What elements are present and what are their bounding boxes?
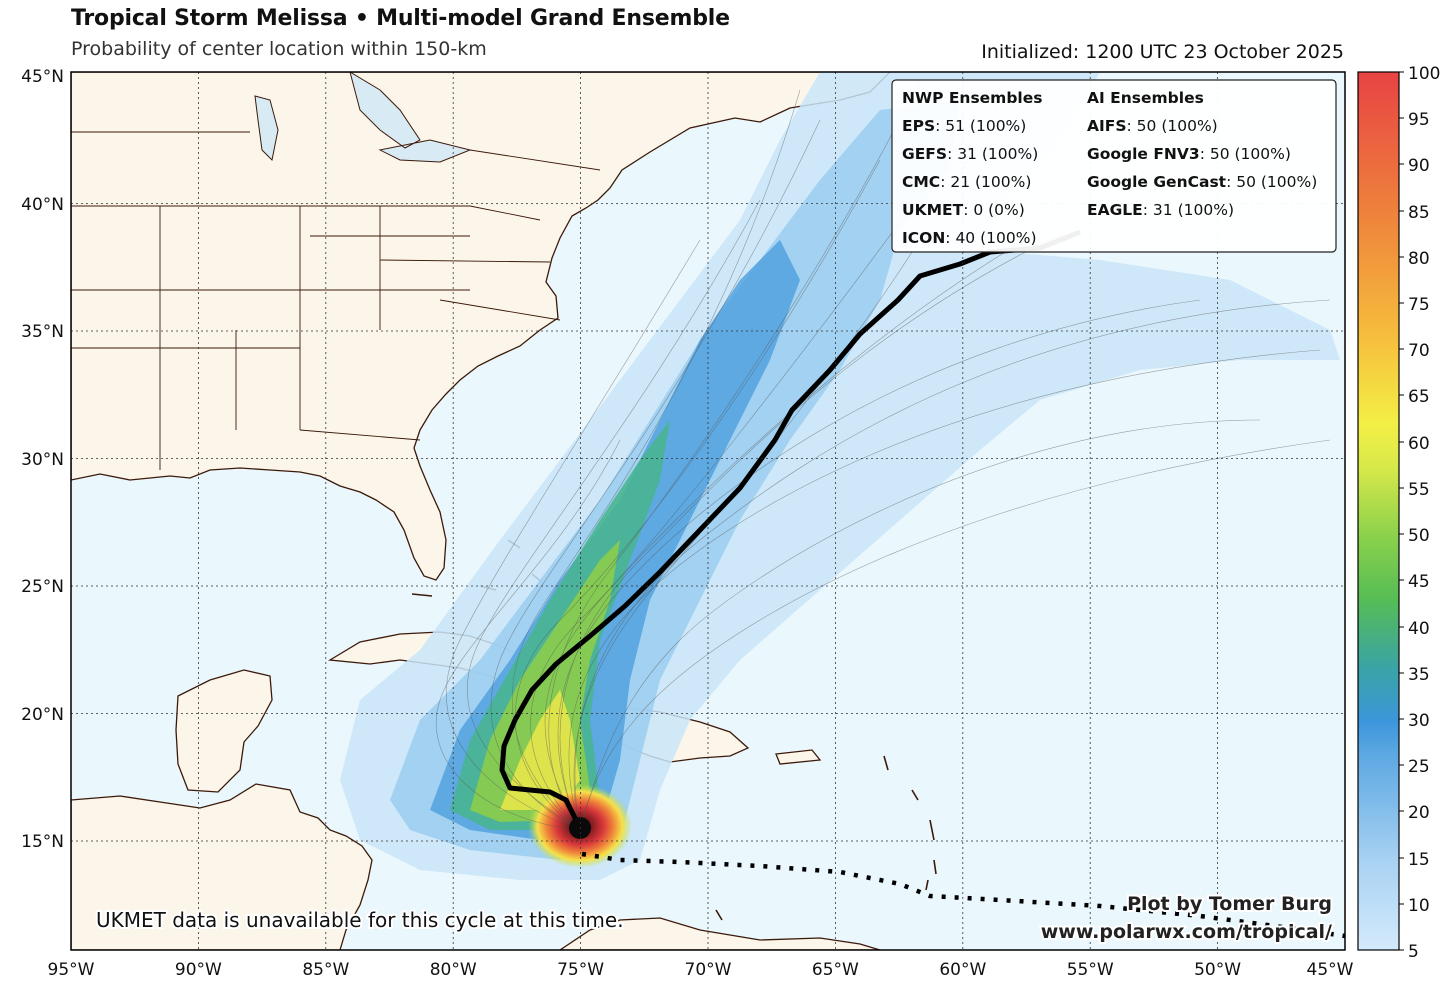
- colorbar-labels: 100 95 90 85 80 75 70 65 60 55 50 45 40 …: [1408, 64, 1440, 962]
- legend-ai-aifs: AIFS: 50 (100%): [1087, 117, 1218, 135]
- map-frame: [70, 71, 1346, 951]
- lat-label: 40°N: [21, 195, 64, 215]
- state-borders: [71, 131, 601, 470]
- land-north-america: [71, 72, 891, 581]
- colorbar-label: 90: [1408, 156, 1430, 176]
- lon-label: 45°W: [1307, 960, 1354, 980]
- colorbar-label: 20: [1408, 803, 1430, 823]
- colorbar-label: 15: [1408, 850, 1430, 870]
- colorbar-label: 45: [1408, 572, 1430, 592]
- legend-nwp-icon: ICON: 40 (100%): [902, 229, 1037, 247]
- colorbar-label: 25: [1408, 757, 1430, 777]
- great-lakes: [254, 72, 472, 163]
- legend-nwp-eps: EPS: 51 (100%): [902, 117, 1026, 135]
- lon-label: 80°W: [430, 960, 477, 980]
- lon-label: 60°W: [939, 960, 986, 980]
- colorbar-label: 30: [1408, 711, 1430, 731]
- colorbar-ticks: [1399, 71, 1404, 951]
- colorbar-label: 35: [1408, 665, 1430, 685]
- land-south-america: [558, 917, 881, 950]
- lon-label: 70°W: [685, 960, 732, 980]
- colorbar-label: 40: [1408, 619, 1430, 639]
- map-subtitle: Probability of center location within 15…: [71, 38, 487, 60]
- lat-label: 30°N: [21, 450, 64, 470]
- colorbar-label: 85: [1408, 203, 1430, 223]
- lon-label: 75°W: [557, 960, 604, 980]
- lon-label: 50°W: [1194, 960, 1241, 980]
- legend-ai-gencast: Google GenCast: 50 (100%): [1087, 173, 1317, 191]
- lat-label: 35°N: [21, 322, 64, 342]
- colorbar-label: 65: [1408, 387, 1430, 407]
- legend-nwp-title: NWP Ensembles: [902, 89, 1042, 107]
- colorbar-label: 75: [1408, 295, 1430, 315]
- colorbar-label: 10: [1408, 896, 1430, 916]
- latitude-labels: 45°N 40°N 35°N 30°N 25°N 20°N 15°N: [21, 67, 64, 852]
- ukmet-note: UKMET data is unavailable for this cycle…: [96, 908, 624, 932]
- legend-nwp-cmc: CMC: 21 (100%): [902, 173, 1031, 191]
- colorbar-label: 100: [1408, 64, 1440, 84]
- storm-center-marker: [569, 817, 591, 839]
- lon-label: 95°W: [48, 960, 95, 980]
- colorbar-label: 95: [1408, 110, 1430, 130]
- colorbar: [1357, 71, 1400, 951]
- land-yucatan: [175, 669, 273, 793]
- initialization-time: Initialized: 1200 UTC 23 October 2025: [981, 41, 1344, 63]
- mean-track: [499, 229, 1081, 830]
- credit-text: Plot by Tomer Burg: [1127, 893, 1332, 915]
- land-central-america: [71, 783, 373, 950]
- land-puerto-rico: [775, 749, 822, 765]
- lat-label: 15°N: [21, 832, 64, 852]
- colorbar-label: 80: [1408, 249, 1430, 269]
- credit-url: www.polarwx.com/tropical/: [1041, 921, 1332, 943]
- past-track: [581, 851, 1345, 939]
- legend-nwp-ukmet: UKMET: 0 (0%): [902, 201, 1025, 219]
- longitude-labels: 95°W 90°W 85°W 80°W 75°W 70°W 65°W 60°W …: [48, 960, 1354, 980]
- colorbar-label: 50: [1408, 526, 1430, 546]
- legend-ai-fnv3: Google FNV3: 50 (100%): [1087, 145, 1291, 163]
- colorbar-label: 60: [1408, 434, 1430, 454]
- grid-lines: [71, 72, 1345, 950]
- lon-label: 85°W: [302, 960, 349, 980]
- lat-label: 45°N: [21, 67, 64, 87]
- ensemble-legend: NWP Ensembles EPS: 51 (100%) GEFS: 31 (1…: [891, 79, 1337, 253]
- colorbar-label: 55: [1408, 480, 1430, 500]
- lat-label: 20°N: [21, 705, 64, 725]
- legend-nwp-gefs: GEFS: 31 (100%): [902, 145, 1038, 163]
- lat-label: 25°N: [21, 577, 64, 597]
- lon-label: 65°W: [812, 960, 859, 980]
- legend-ai-eagle: EAGLE: 31 (100%): [1087, 201, 1234, 219]
- member-tracks: [435, 79, 1331, 831]
- lon-label: 90°W: [175, 960, 222, 980]
- colorbar-label: 5: [1408, 942, 1419, 962]
- lon-label: 55°W: [1067, 960, 1114, 980]
- legend-ai-title: AI Ensembles: [1087, 89, 1204, 107]
- colorbar-label: 70: [1408, 341, 1430, 361]
- map-title: Tropical Storm Melissa • Multi-model Gra…: [71, 6, 730, 31]
